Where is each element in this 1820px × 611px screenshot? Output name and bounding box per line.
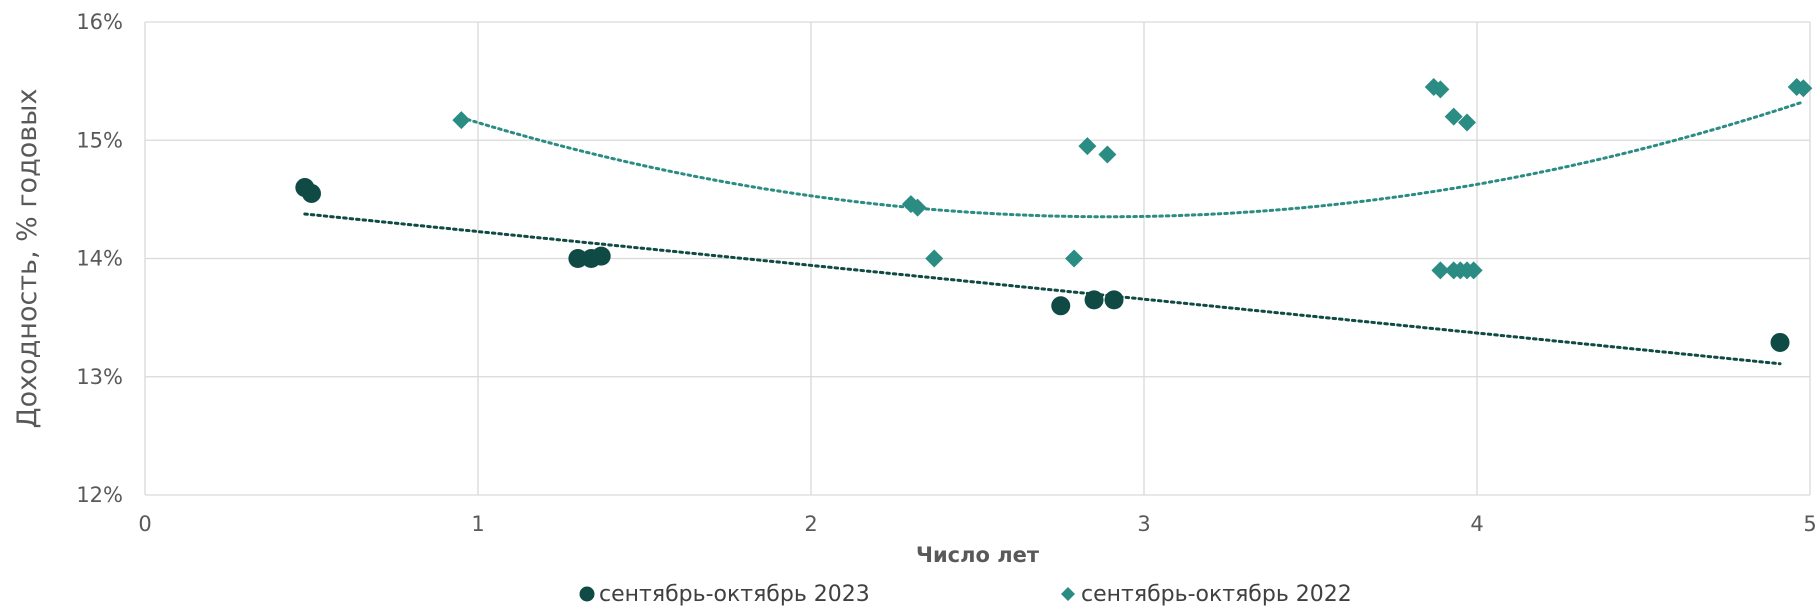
data-point-2023[interactable]: [1084, 290, 1104, 310]
data-point-2022[interactable]: [1794, 79, 1813, 98]
data-point-2022[interactable]: [1065, 249, 1084, 268]
y-axis-title: Доходность, % годовых: [12, 89, 43, 429]
trendline-2023: [303, 212, 1782, 366]
y-tick-label: 13%: [76, 365, 123, 389]
x-tick-label: 0: [138, 512, 151, 536]
data-point-2023[interactable]: [568, 249, 588, 268]
data-point-2022[interactable]: [908, 198, 927, 217]
x-tick-label: 3: [1137, 512, 1150, 536]
data-point-2023[interactable]: [1104, 290, 1124, 310]
trendline-2022: [459, 100, 1805, 219]
x-tick-label: 4: [1470, 512, 1483, 536]
data-point-2022[interactable]: [1078, 137, 1097, 156]
data-point-2023[interactable]: [1770, 332, 1790, 352]
x-tick-label: 2: [804, 512, 817, 536]
legend-label-2023: сентябрь-октябрь 2023: [599, 582, 870, 607]
data-point-2022[interactable]: [1098, 145, 1117, 164]
y-tick-label: 16%: [76, 10, 123, 34]
data-point-2023[interactable]: [302, 183, 321, 203]
x-tick-label: 5: [1803, 512, 1816, 536]
legend-marker-2023: [579, 586, 595, 602]
data-point-2022[interactable]: [1431, 261, 1450, 280]
x-axis-title: Число лет: [916, 543, 1040, 567]
data-point-2023[interactable]: [591, 246, 611, 266]
data-point-2022[interactable]: [1464, 261, 1483, 280]
data-point-2022[interactable]: [1458, 113, 1477, 132]
data-point-2022[interactable]: [1444, 107, 1463, 126]
y-tick-label: 14%: [76, 247, 123, 271]
legend-marker-2022: [1061, 587, 1075, 601]
x-tick-label: 1: [471, 512, 484, 536]
y-tick-label: 15%: [76, 128, 123, 152]
data-point-2023[interactable]: [1051, 296, 1071, 316]
data-point-2022[interactable]: [452, 111, 471, 130]
legend-label-2022: сентябрь-октябрь 2022: [1081, 582, 1352, 607]
data-point-2022[interactable]: [1431, 80, 1450, 99]
y-tick-label: 12%: [76, 483, 123, 507]
data-point-2022[interactable]: [925, 249, 944, 268]
